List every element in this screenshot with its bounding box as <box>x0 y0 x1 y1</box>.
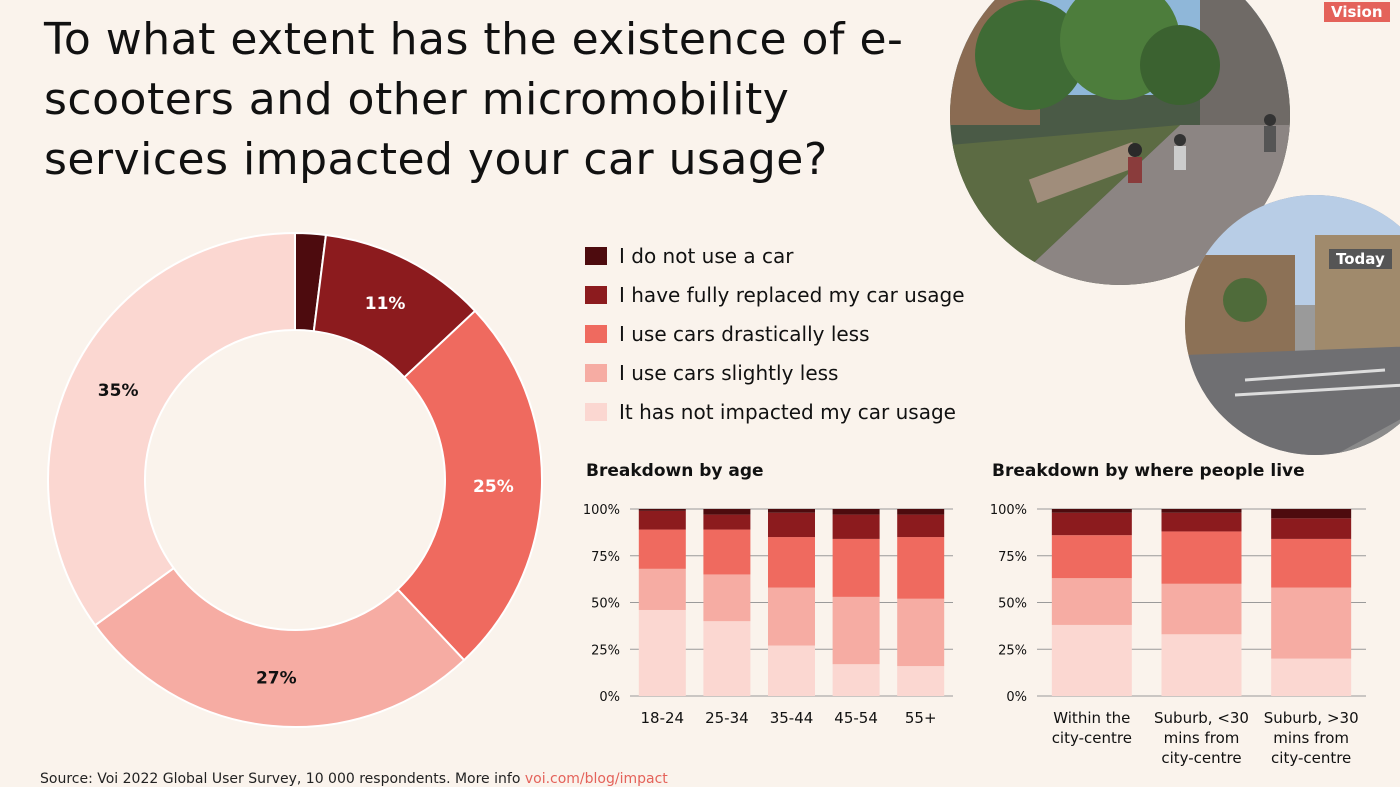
age-chart-title: Breakdown by age <box>586 461 764 481</box>
bar-segment <box>768 509 815 513</box>
bar-segment <box>1271 658 1352 696</box>
legend-swatch <box>585 363 607 382</box>
y-tick-label: 50% <box>998 597 1027 612</box>
donut-slice-label: 35% <box>98 381 139 401</box>
bar-segment <box>832 664 880 696</box>
x-tick-label: Within the <box>1053 709 1130 727</box>
donut-slice <box>93 566 466 728</box>
donut-slice-label: 27% <box>256 669 297 689</box>
x-tick-label: mins from <box>1164 729 1240 747</box>
legend-swatch <box>585 285 607 304</box>
x-tick-label: city-centre <box>1271 749 1351 767</box>
bar-segment <box>1051 624 1132 696</box>
legend-label: I have fully replaced my car usage <box>619 282 965 307</box>
donut-slice <box>47 231 296 627</box>
x-tick-label: 18-24 <box>641 709 685 727</box>
bar-segment <box>1271 509 1352 519</box>
bar-segment <box>703 621 751 696</box>
bar-segment <box>1161 531 1242 584</box>
where-chart-title: Breakdown by where people live <box>992 461 1305 481</box>
bar-segment <box>638 568 686 610</box>
bar-segment <box>1271 518 1352 539</box>
x-tick-label: 45-54 <box>834 709 878 727</box>
legend-label: It has not impacted my car usage <box>619 399 956 424</box>
y-tick-label: 75% <box>591 550 620 565</box>
x-tick-label: city-centre <box>1052 729 1132 747</box>
bar-segment <box>703 574 751 622</box>
bar-segment <box>1051 535 1132 579</box>
bar-segment <box>1161 634 1242 696</box>
bar-segment <box>768 587 815 646</box>
bar-segment <box>897 509 945 515</box>
donut-slice-label: 25% <box>473 477 514 497</box>
legend-item-slightly-less: I use cars slightly less <box>585 353 965 392</box>
legend-item-not-impacted: It has not impacted my car usage <box>585 392 965 431</box>
bar-segment <box>768 645 815 696</box>
y-tick-label: 50% <box>591 597 620 612</box>
bar-segment <box>832 514 880 539</box>
age-breakdown-chart: 0% 25% 50% 75% 100% 18-24 25-34 35-44 45-54 55+ <box>583 503 953 727</box>
bar-segment <box>1051 512 1132 536</box>
legend-item-no-car: I do not use a car <box>585 236 965 275</box>
legend-label: I do not use a car <box>619 243 794 268</box>
x-tick-label: mins from <box>1273 729 1349 747</box>
bar-segment <box>638 529 686 569</box>
x-tick-label: 55+ <box>905 709 937 727</box>
bar-segment <box>1161 512 1242 532</box>
x-tick-label: 25-34 <box>705 709 749 727</box>
y-tick-label: 100% <box>583 503 620 518</box>
bar-segment <box>832 538 880 597</box>
legend-item-drastically-less: I use cars drastically less <box>585 314 965 353</box>
legend-swatch <box>585 324 607 343</box>
source-footer: Source: Voi 2022 Global User Survey, 10 … <box>40 771 668 787</box>
bar-segment <box>1271 587 1352 659</box>
x-tick-label: 35-44 <box>770 709 814 727</box>
bar-segment <box>638 509 686 511</box>
legend-item-fully-replaced: I have fully replaced my car usage <box>585 275 965 314</box>
bar-segment <box>1051 578 1132 625</box>
donut-slice-label: 11% <box>365 294 406 314</box>
bar-segment <box>897 537 945 599</box>
bar-segment <box>703 509 751 515</box>
bar-segment <box>1271 538 1352 588</box>
donut-chart: 11% 25% 27% 35% <box>47 231 543 728</box>
donut-slice <box>396 309 543 662</box>
bar-segment <box>638 510 686 530</box>
bar-segment <box>897 514 945 538</box>
bar-segment <box>1051 509 1132 513</box>
legend-label: I use cars drastically less <box>619 321 870 346</box>
today-tag: Today <box>1329 249 1392 269</box>
bar-segment <box>768 512 815 538</box>
bar-segment <box>1161 509 1242 513</box>
y-tick-label: 0% <box>599 690 620 705</box>
bar-segment <box>897 598 945 667</box>
bar-segment <box>703 529 751 575</box>
vision-tag: Vision <box>1324 2 1390 22</box>
x-tick-label: city-centre <box>1161 749 1241 767</box>
x-tick-label: Suburb, <30 <box>1154 709 1249 727</box>
bar-segment <box>832 509 880 515</box>
y-tick-label: 0% <box>1006 690 1027 705</box>
page-title: To what extent has the existence of e-sc… <box>44 14 904 185</box>
y-tick-label: 25% <box>591 643 620 658</box>
bar-segment <box>897 666 945 696</box>
today-photo <box>1185 195 1400 455</box>
y-tick-label: 25% <box>998 643 1027 658</box>
y-tick-label: 75% <box>998 550 1027 565</box>
bar-segment <box>1161 583 1242 635</box>
source-link[interactable]: voi.com/blog/impact <box>524 771 668 787</box>
bar-segment <box>703 514 751 530</box>
bar-segment <box>638 609 686 696</box>
legend-swatch <box>585 402 607 421</box>
legend-label: I use cars slightly less <box>619 360 839 385</box>
bar-segment <box>832 596 880 665</box>
legend-swatch <box>585 246 607 265</box>
today-street-illustration <box>1185 195 1400 455</box>
y-tick-label: 100% <box>990 503 1027 518</box>
residence-breakdown-chart: 0% 25% 50% 75% 100% Within the city-centre Subu… <box>990 503 1366 767</box>
x-tick-label: Suburb, >30 <box>1264 709 1359 727</box>
source-text: Source: Voi 2022 Global User Survey, 10 … <box>40 771 525 787</box>
bar-segment <box>768 537 815 588</box>
legend: I do not use a car I have fully replaced… <box>585 236 965 431</box>
